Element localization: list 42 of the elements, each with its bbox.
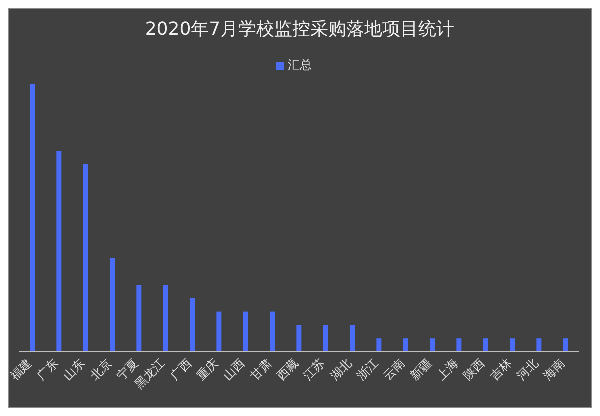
bar	[110, 258, 115, 352]
bar	[243, 312, 248, 352]
bar	[56, 151, 62, 352]
bar	[83, 164, 88, 352]
bar	[136, 285, 142, 352]
bar	[323, 325, 328, 352]
bar	[563, 338, 568, 352]
bar	[430, 338, 435, 352]
x-tick-label: 上海	[434, 356, 462, 384]
bar	[350, 325, 355, 352]
x-tick-label: 湖北	[328, 356, 354, 384]
bar	[376, 338, 382, 352]
bar	[536, 338, 542, 352]
bar	[30, 84, 35, 352]
chart-title: 2020年7月学校监控采购落地项目统计	[144, 18, 456, 42]
x-tick-label: 广东	[34, 356, 62, 384]
x-tick-label: 吉林	[488, 356, 514, 384]
bar	[270, 312, 275, 352]
x-tick-label: 重庆	[194, 356, 222, 384]
x-tick-label: 新疆	[408, 356, 434, 384]
x-tick-label: 山东	[60, 356, 88, 384]
x-tick-label: 广西	[168, 356, 194, 384]
x-tick-label: 北京	[88, 356, 114, 384]
x-tick-label: 浙江	[354, 356, 382, 384]
x-tick-label: 山西	[220, 356, 248, 384]
bar	[510, 338, 515, 352]
bar	[163, 285, 168, 352]
bar	[190, 298, 195, 352]
bar	[403, 338, 408, 352]
x-tick-label: 福建	[8, 356, 34, 384]
x-tick-label: 江苏	[300, 356, 328, 384]
bar	[483, 338, 488, 352]
x-tick-label: 西藏	[274, 356, 302, 384]
legend-label: 汇总	[288, 58, 312, 72]
x-tick-label: 河北	[514, 356, 542, 384]
x-tick-label: 陕西	[460, 356, 488, 384]
bar	[216, 312, 222, 352]
bar	[456, 338, 462, 352]
x-tick-label: 云南	[380, 356, 408, 384]
bar	[296, 325, 302, 352]
x-tick-label: 甘肃	[248, 356, 274, 384]
x-tick-label: 海南	[540, 356, 568, 384]
